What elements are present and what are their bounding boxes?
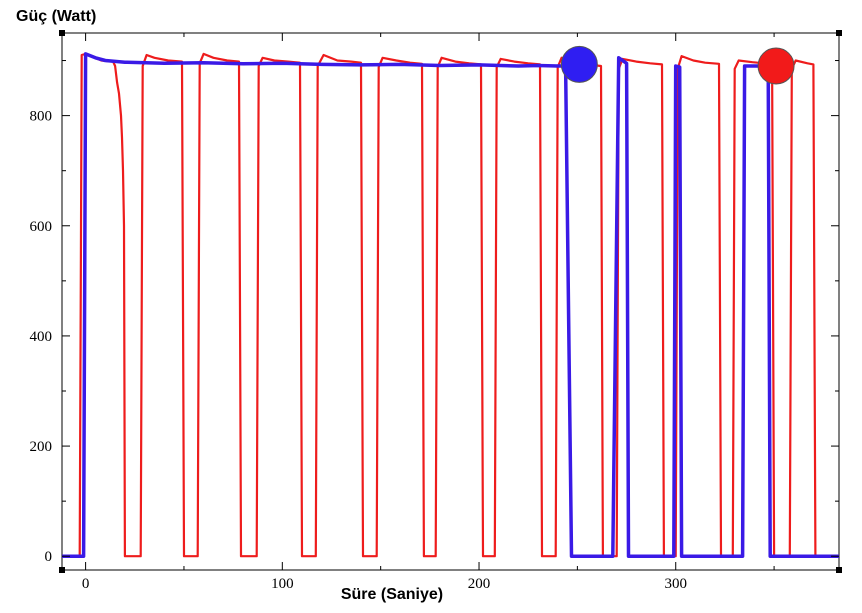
y-tick-label: 400: [30, 329, 53, 345]
marker-blue-circle: [560, 45, 598, 83]
y-tick-label: 200: [30, 439, 53, 455]
marker-red-circle: [757, 47, 795, 85]
y-tick-label: 600: [30, 219, 53, 235]
corner-handle-2: [59, 567, 65, 573]
y-tick-label: 800: [30, 109, 53, 125]
y-axis-title: Güç (Watt): [16, 8, 96, 25]
corner-handle-0: [59, 30, 65, 36]
x-tick-label: 300: [664, 576, 687, 592]
corner-handle-3: [836, 567, 842, 573]
plot-frame: [61, 32, 840, 571]
series-blue-line: [62, 52, 839, 558]
plot-area: [59, 30, 842, 573]
corner-handle-1: [836, 30, 842, 36]
x-tick-label: 0: [82, 576, 90, 592]
series-red-line: [62, 52, 839, 558]
x-axis-title: Süre (Saniye): [341, 586, 443, 603]
y-tick-label: 0: [45, 549, 53, 565]
axis-ticks: 0 200 400 600 800 0 100 200 300: [30, 33, 839, 592]
x-tick-label: 100: [271, 576, 294, 592]
x-tick-label: 200: [468, 576, 491, 592]
